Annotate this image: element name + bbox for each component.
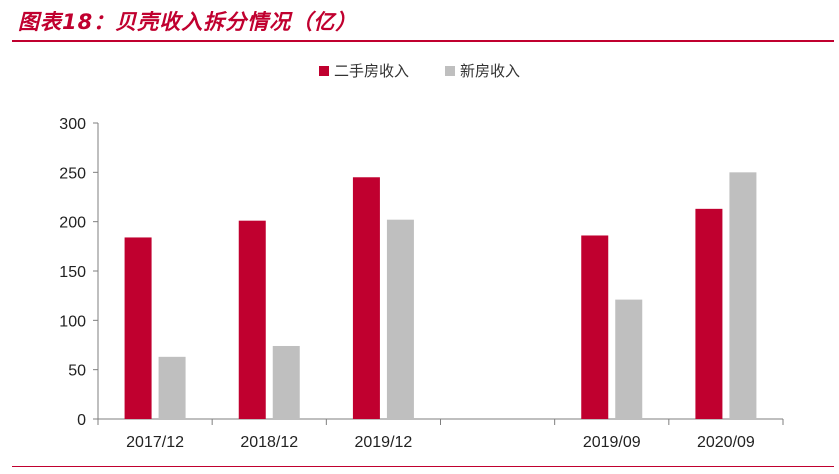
bar-new-home-0 [158,356,186,419]
bar-second-hand-4 [581,235,609,419]
chart-title: 图表18：贝壳收入拆分情况（亿） [18,10,358,34]
bar-second-hand-5 [695,208,723,419]
y-tick-label: 300 [59,116,86,133]
y-tick-label: 250 [59,165,86,182]
bar-second-hand-0 [124,237,152,419]
y-tick-label: 50 [68,363,86,380]
legend-label-1: 新房收入 [460,62,520,80]
bar-second-hand-1 [238,220,266,419]
bar-second-hand-2 [352,177,380,419]
x-tick-label: 2020/09 [697,434,755,451]
bar-new-home-2 [386,219,414,419]
x-tick-label: 2019/12 [354,434,412,451]
x-tick-label: 2019/09 [583,434,641,451]
bar-new-home-5 [729,172,757,419]
x-tick-label: 2018/12 [240,434,298,451]
legend-swatch-0 [319,66,329,76]
y-tick-label: 200 [59,215,86,232]
bar-new-home-4 [615,299,643,419]
legend-label-0: 二手房收入 [334,62,409,80]
legend-swatch-1 [445,66,455,76]
y-tick-label: 150 [59,264,86,281]
y-tick-label: 100 [59,313,86,330]
bottom-divider [12,466,834,467]
title-divider [12,40,834,42]
y-tick-label: 0 [77,412,86,429]
x-tick-label: 2017/12 [126,434,184,451]
bar-new-home-1 [272,345,300,419]
